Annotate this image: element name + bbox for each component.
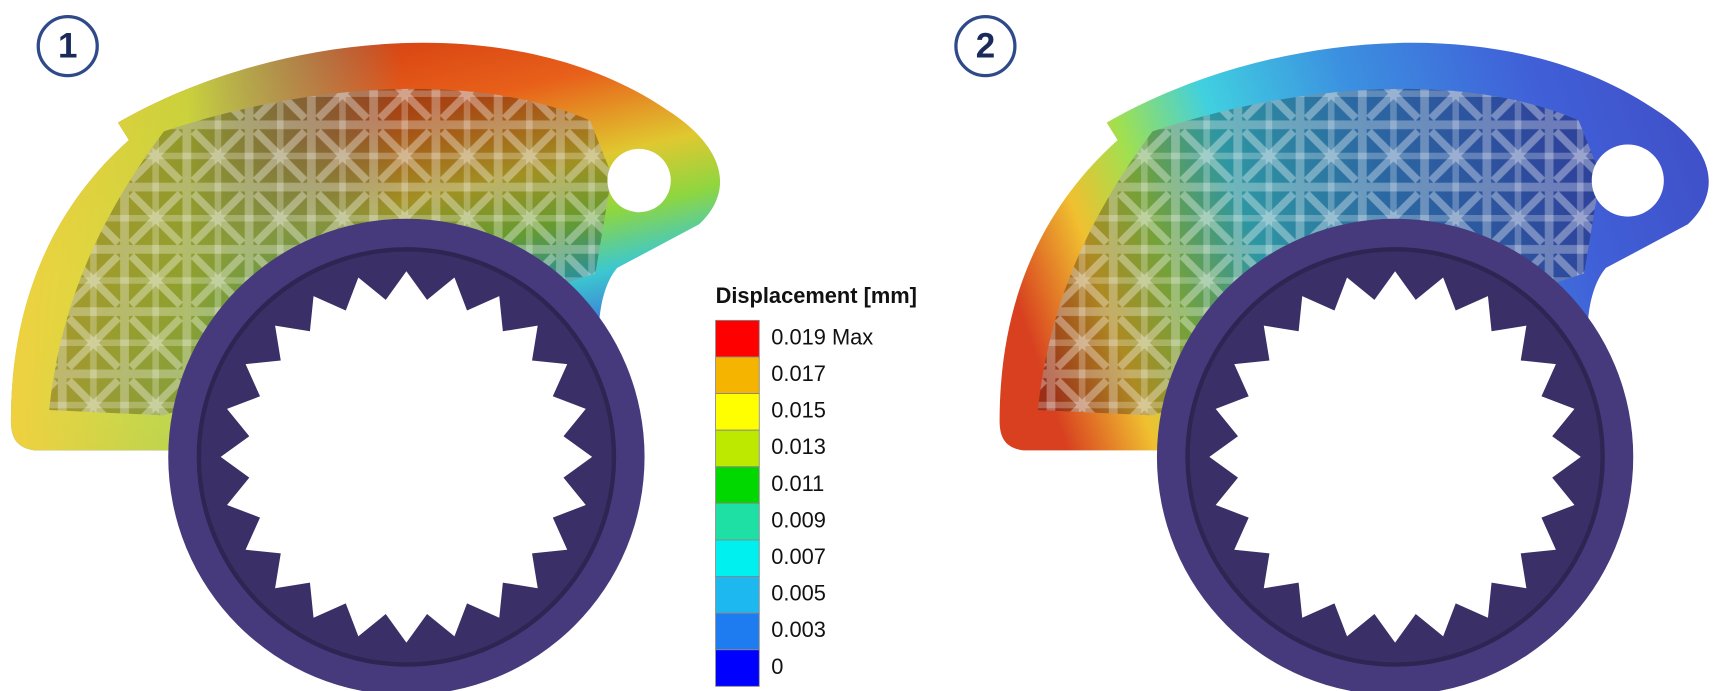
legend-label: 0.007	[771, 544, 826, 569]
legend: Displacement [mm] 0.019 Max 0.017 0.015 0.0…	[715, 283, 917, 687]
legend-swatch	[715, 429, 760, 468]
legend-swatch	[715, 649, 760, 687]
legend-label: 0.013	[771, 434, 826, 459]
legend-swatch	[715, 576, 760, 614]
panel-label: 2	[976, 27, 995, 66]
pin-hole	[1591, 144, 1664, 217]
legend-label: 0.005	[771, 581, 826, 606]
legend-label: 0.015	[771, 398, 826, 423]
legend-swatch	[715, 393, 760, 431]
legend-swatch	[715, 502, 760, 541]
label-circle	[954, 15, 1017, 78]
panel-label-2: 2	[954, 15, 1017, 78]
legend-label: 0.011	[771, 471, 824, 496]
legend-label: 0.019 Max	[771, 324, 873, 349]
gear-teeth	[220, 271, 593, 643]
legend-label: 0.003	[771, 617, 826, 642]
gear-teeth	[1209, 271, 1581, 643]
label-circle	[36, 15, 99, 78]
legend-swatch	[715, 356, 760, 395]
legend-swatch	[715, 612, 760, 651]
legend-label: 0	[771, 654, 783, 679]
legend-title: Displacement [mm]	[716, 283, 917, 308]
part-1	[10, 42, 721, 691]
legend-label: 0.017	[771, 361, 826, 386]
legend-swatch	[715, 319, 760, 358]
part-2	[999, 42, 1709, 691]
panel-label-1: 1	[36, 15, 99, 78]
legend-swatch	[715, 539, 760, 577]
legend-label: 0.009	[771, 507, 826, 532]
pin-hole	[607, 148, 671, 213]
panel-label: 1	[58, 27, 77, 66]
legend-swatch	[715, 466, 760, 504]
